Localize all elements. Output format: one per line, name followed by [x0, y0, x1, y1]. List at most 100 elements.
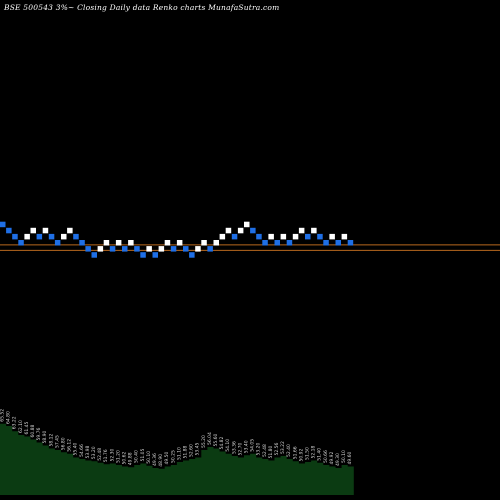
renko-brick-36 — [219, 233, 226, 240]
volume-label-47: 52.40 — [286, 444, 292, 457]
renko-brick-33 — [201, 240, 207, 246]
renko-brick-1 — [6, 227, 12, 234]
renko-brick-9 — [54, 240, 61, 246]
renko-brick-39 — [237, 227, 244, 234]
volume-label-45: 52.56 — [274, 442, 280, 455]
volume-label-57: 49.60 — [347, 451, 353, 464]
renko-brick-22 — [134, 246, 140, 252]
volume-area — [0, 423, 354, 495]
renko-brick-56 — [341, 233, 348, 240]
volume-label-2: 63.22 — [12, 416, 18, 429]
renko-brick-29 — [176, 240, 183, 246]
renko-brick-19 — [115, 240, 122, 246]
renko-brick-17 — [103, 240, 110, 246]
volume-label-43: 52.48 — [262, 444, 268, 457]
volume-label-4: 61.45 — [24, 421, 30, 434]
volume-label-32: 53.45 — [195, 442, 201, 455]
renko-brick-13 — [79, 240, 85, 246]
renko-brick-11 — [67, 227, 73, 234]
renko-brick-51 — [311, 227, 317, 234]
renko-brick-4 — [24, 233, 30, 240]
volume-label-21: 49.88 — [128, 452, 134, 465]
renko-brick-3 — [18, 240, 24, 246]
reference-lines — [0, 244, 500, 251]
volume-label-5: 60.88 — [30, 424, 36, 437]
volume-label-33: 55.20 — [201, 435, 207, 448]
renko-brick-46 — [280, 233, 287, 240]
renko-brick-52 — [317, 233, 323, 240]
renko-brick-8 — [48, 233, 55, 240]
renko-brick-38 — [231, 233, 238, 240]
renko-brick-45 — [274, 240, 280, 246]
volume-label-27: 49.50 — [164, 451, 170, 464]
volume-label-44: 51.80 — [268, 445, 274, 458]
volume-area-path — [0, 423, 354, 495]
renko-brick-32 — [195, 246, 201, 252]
volume-label-16: 52.48 — [97, 448, 103, 461]
volume-label-46: 53.22 — [280, 441, 286, 454]
volume-label-50: 51.50 — [305, 447, 311, 460]
volume-label-20: 50.62 — [122, 451, 128, 464]
volume-labels: 65.52 64.80 63.22 62.10 61.45 60.88 59.76 58.90… — [0, 409, 353, 467]
volume-label-36: 54.82 — [219, 436, 225, 449]
volume-label-11: 56.12 — [67, 439, 73, 452]
renko-brick-23 — [140, 252, 146, 258]
renko-brick-28 — [170, 246, 177, 252]
volume-label-40: 53.40 — [244, 440, 250, 453]
renko-brick-47 — [286, 240, 293, 246]
volume-label-18: 52.30 — [109, 448, 115, 461]
renko-brick-34 — [207, 246, 213, 252]
renko-brick-25 — [152, 252, 158, 258]
volume-label-51: 52.18 — [311, 445, 317, 458]
volume-label-38: 53.36 — [231, 441, 237, 454]
renko-brick-26 — [158, 246, 165, 252]
renko-brick-12 — [73, 233, 79, 240]
volume-label-0: 65.52 — [0, 409, 6, 422]
volume-label-12: 55.40 — [73, 442, 79, 455]
volume-label-31: 52.60 — [189, 444, 195, 457]
renko-brick-18 — [109, 246, 116, 252]
volume-label-1: 64.80 — [6, 411, 12, 424]
renko-brick-10 — [61, 233, 67, 240]
renko-brick-50 — [305, 233, 311, 240]
volume-label-3: 62.10 — [18, 420, 24, 433]
volume-label-15: 53.20 — [91, 446, 97, 459]
volume-label-14: 53.98 — [85, 445, 91, 458]
volume-label-35: 55.60 — [213, 433, 219, 446]
renko-brick-37 — [225, 227, 232, 234]
volume-label-42: 53.20 — [256, 442, 262, 455]
volume-label-54: 49.92 — [329, 451, 335, 464]
volume-label-49: 50.92 — [298, 448, 304, 461]
renko-brick-44 — [268, 233, 274, 240]
volume-label-19: 51.20 — [115, 450, 121, 463]
volume-label-41: 54.05 — [250, 439, 256, 452]
renko-brick-31 — [189, 252, 195, 258]
volume-label-53: 50.66 — [323, 450, 329, 463]
volume-label-13: 54.66 — [79, 444, 85, 457]
renko-brick-53 — [323, 240, 329, 246]
renko-bricks — [0, 221, 354, 258]
renko-brick-35 — [213, 240, 219, 246]
renko-brick-42 — [256, 233, 262, 240]
volume-label-39: 52.70 — [237, 442, 243, 455]
volume-label-26: 48.90 — [158, 454, 164, 467]
renko-brick-40 — [244, 221, 250, 228]
volume-label-52: 51.40 — [317, 448, 323, 461]
volume-label-17: 51.76 — [103, 449, 109, 462]
volume-label-28: 50.25 — [170, 450, 176, 463]
renko-brick-24 — [146, 246, 152, 252]
renko-brick-55 — [335, 240, 341, 246]
renko-brick-41 — [250, 227, 256, 234]
renko-brick-16 — [97, 246, 104, 252]
renko-brick-49 — [298, 227, 305, 234]
volume-label-8: 58.12 — [48, 433, 54, 446]
renko-brick-43 — [262, 240, 268, 246]
volume-label-25: 49.36 — [152, 453, 158, 466]
renko-brick-54 — [329, 233, 335, 240]
renko-brick-48 — [292, 233, 299, 240]
volume-label-30: 51.88 — [183, 445, 189, 458]
volume-label-7: 58.90 — [42, 430, 48, 443]
volume-label-29: 51.10 — [176, 447, 182, 460]
renko-brick-14 — [85, 246, 91, 252]
